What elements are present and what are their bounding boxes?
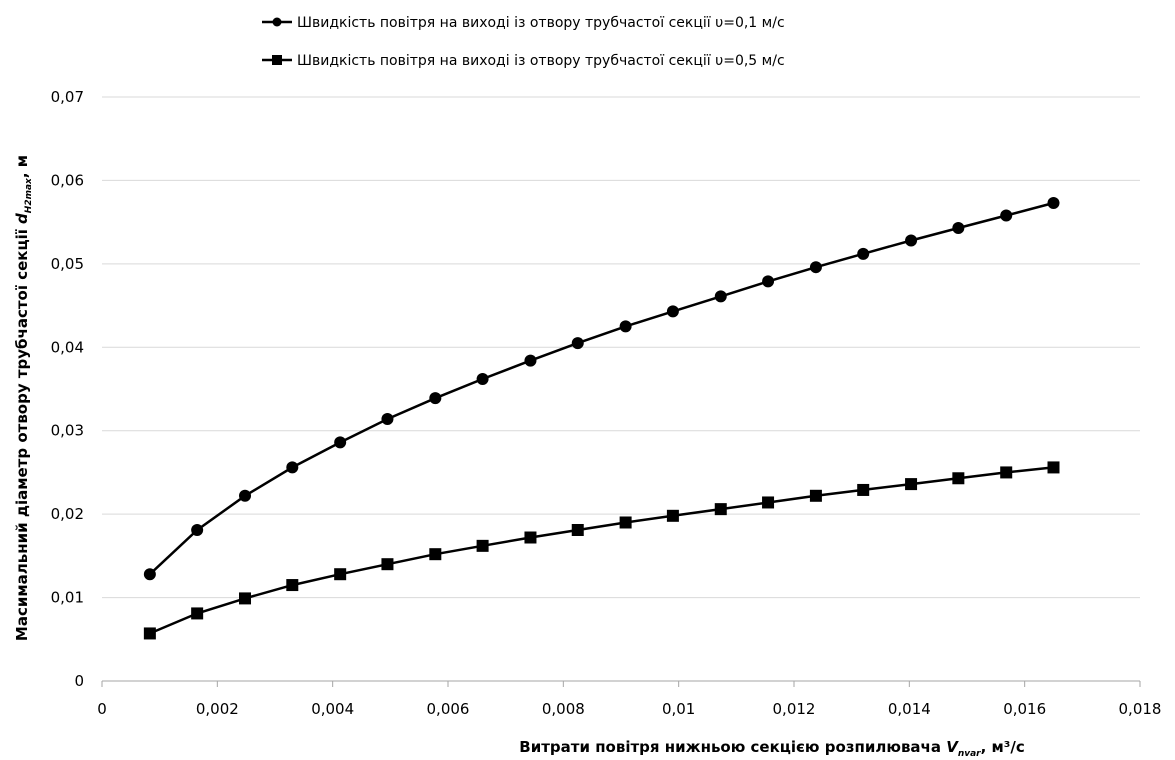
data-point — [143, 568, 156, 581]
data-point — [429, 548, 442, 561]
x-tick-label: 0,018 — [1119, 700, 1162, 718]
y-tick-label: 0,04 — [51, 338, 84, 356]
legend-marker-circle-icon — [272, 17, 282, 27]
x-tick-label: 0,008 — [542, 700, 585, 718]
x-tick-label: 0,002 — [196, 700, 239, 718]
x-tick-label: 0 — [97, 700, 107, 718]
data-point — [143, 627, 156, 640]
data-point — [619, 516, 632, 529]
data-point — [524, 531, 537, 544]
data-point — [334, 436, 347, 449]
data-point — [239, 592, 252, 605]
y-tick-label: 0,01 — [51, 589, 84, 607]
legend: Швидкість повітря на виході із отвору тр… — [262, 15, 785, 69]
data-point — [666, 305, 679, 318]
data-point — [476, 372, 489, 385]
data-point — [381, 558, 394, 571]
data-point — [809, 489, 822, 502]
gridlines — [102, 96, 1140, 599]
legend-item-series-2: Швидкість повітря на виході із отвору тр… — [262, 53, 785, 69]
data-point — [239, 489, 252, 502]
x-tick-label: 0,01 — [662, 700, 695, 718]
data-point — [762, 275, 775, 288]
data-point — [191, 607, 204, 620]
y-tick-label: 0 — [74, 672, 84, 690]
data-point — [666, 509, 679, 522]
data-point — [952, 472, 965, 485]
data-point — [524, 354, 537, 367]
data-point — [1000, 466, 1013, 479]
data-point — [381, 413, 394, 426]
data-point — [714, 290, 727, 303]
data-point — [952, 221, 965, 234]
series-line — [149, 201, 1054, 576]
legend-label-series-1: Швидкість повітря на виході із отвору тр… — [297, 15, 785, 31]
data-point — [286, 461, 299, 474]
data-point — [334, 568, 347, 581]
y-axis-title: Масимальний діаметр отвору трубчастої се… — [13, 155, 34, 641]
data-point — [1000, 209, 1013, 222]
data-point — [857, 247, 870, 260]
x-tick-label: 0,006 — [427, 700, 470, 718]
x-axis-title: Витрати повітря нижньою секцією розпилюв… — [519, 738, 1024, 759]
data-point — [191, 523, 204, 536]
data-point — [476, 539, 489, 552]
y-axis-ticks: 0 0,01 0,02 0,03 0,04 0,05 0,06 0,07 — [51, 88, 84, 690]
data-point — [619, 320, 632, 333]
series-line — [149, 466, 1054, 635]
series-2 — [143, 461, 1060, 640]
data-point — [571, 523, 584, 536]
data-point — [762, 496, 775, 509]
y-tick-label: 0,03 — [51, 422, 84, 440]
data-point — [1047, 196, 1060, 209]
data-point — [1047, 461, 1060, 474]
data-point — [857, 483, 870, 496]
x-tick-label: 0,012 — [773, 700, 816, 718]
x-axis-ticks: 0 0,002 0,004 0,006 0,008 0,01 0,012 0,014 0,016… — [97, 681, 1161, 718]
y-tick-label: 0,05 — [51, 255, 84, 273]
legend-label-series-2: Швидкість повітря на виході із отвору тр… — [297, 53, 785, 69]
series-1 — [143, 196, 1060, 581]
y-tick-label: 0,06 — [51, 171, 84, 189]
x-tick-label: 0,016 — [1003, 700, 1046, 718]
data-point — [905, 234, 918, 247]
x-tick-label: 0,014 — [888, 700, 931, 718]
data-point — [809, 261, 822, 274]
data-point — [571, 337, 584, 350]
data-point — [429, 392, 442, 405]
data-point — [714, 503, 727, 516]
y-tick-label: 0,07 — [51, 88, 84, 106]
legend-item-series-1: Швидкість повітря на виході із отвору тр… — [262, 15, 785, 31]
legend-marker-square-icon — [272, 55, 282, 65]
x-tick-label: 0,004 — [311, 700, 354, 718]
data-point — [286, 579, 299, 592]
series-layer — [143, 196, 1060, 640]
data-point — [905, 478, 918, 491]
y-tick-label: 0,02 — [51, 505, 84, 523]
